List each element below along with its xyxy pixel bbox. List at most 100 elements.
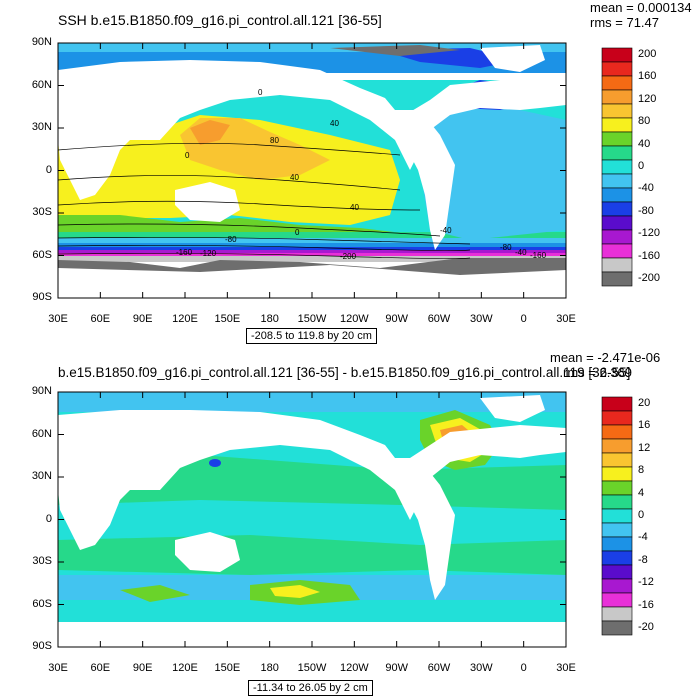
panel1-colorbar-label: 160 xyxy=(638,70,657,83)
panel2-colorbar-swatch xyxy=(601,424,633,440)
panel2-colorbar-swatch xyxy=(601,438,633,454)
panel1-colorbar-swatch xyxy=(601,257,633,273)
panel1-colorbar-swatch xyxy=(601,117,633,133)
panel1-contour-label: 40 xyxy=(350,203,359,212)
panel2-lon-tick: 0 xyxy=(520,662,527,674)
panel1-colorbar-label: -200 xyxy=(638,272,661,284)
panel1-lon-tick: 30E xyxy=(556,313,576,325)
panel2-colorbar-label: -16 xyxy=(638,598,654,611)
panel2-lon-tick: 90W xyxy=(385,662,408,674)
panel2-colorbar-label: 0 xyxy=(638,509,645,521)
panel1-contour-label: -120 xyxy=(200,249,217,258)
panel1-lat-tick: 30N xyxy=(31,121,52,133)
panel2-colorbar-label: -20 xyxy=(638,621,654,633)
panel1-lon-tick: 120W xyxy=(339,313,369,325)
panel1-colorbar-swatch xyxy=(601,243,633,259)
panel1-colorbar-label: 120 xyxy=(638,92,657,105)
panel1-rms: rms = 71.47 xyxy=(590,15,660,30)
panel2-colorbar-swatch xyxy=(601,494,633,510)
panel2-lat-tick: 30N xyxy=(31,470,52,482)
panel1-map xyxy=(58,43,566,298)
panel1-colorbar-swatch xyxy=(601,173,633,189)
panel2-mean: mean = -2.471e-06 xyxy=(550,350,661,365)
panel2-map xyxy=(58,392,566,647)
panel1-contour-label: 40 xyxy=(330,119,339,128)
panel2-lon-tick: 120E xyxy=(172,662,198,674)
panel2-colorbar-swatch xyxy=(601,550,633,566)
panel1-contour-label: 80 xyxy=(270,136,279,145)
panel2-lon-tick: 150E xyxy=(214,662,241,674)
panel1-contour-label: -80 xyxy=(225,235,237,244)
panel2-colorbar-swatch xyxy=(601,564,633,580)
panel1-colorbar-swatch xyxy=(601,187,633,203)
panel2-lon-tick: 30E xyxy=(48,662,68,674)
panel2-colorbar-label: 12 xyxy=(638,441,651,454)
panel1-lon-tick: 150E xyxy=(214,313,241,325)
panel1-lon-tick: 0 xyxy=(520,313,527,325)
panel2-colorbar-swatch xyxy=(601,480,633,496)
panel2-rms: rms = 2.369 xyxy=(563,365,633,380)
panel2-colorbar-swatch xyxy=(601,522,633,538)
panel1-colorbar-swatch xyxy=(601,271,633,287)
panel2-lon-tick: 30W xyxy=(470,662,493,674)
panel1-colorbar-swatch xyxy=(601,229,633,245)
panel1-lat-tick: 90N xyxy=(31,36,52,48)
panel2-lon-tick: 180 xyxy=(260,662,279,674)
panel2-lat-tick: 0 xyxy=(45,512,52,525)
panel1-colorbar-swatch xyxy=(601,159,633,175)
panel2-colorbar-label: 16 xyxy=(638,419,651,432)
panel1-colorbar-label: 80 xyxy=(638,115,651,128)
panel1-lon-tick: 120E xyxy=(172,313,198,325)
panel2-colorbar-swatch xyxy=(601,578,633,594)
panel2-colorbar-label: -4 xyxy=(638,531,648,544)
panel1-lon-tick: 30E xyxy=(48,313,68,325)
panel1-colorbar-label: 200 xyxy=(638,48,657,60)
panel2-lon-tick: 150W xyxy=(297,662,327,674)
panel1-colorbar-swatch xyxy=(601,75,633,91)
panel1-colorbar-swatch xyxy=(601,89,633,105)
panel2-colorbar-label: 4 xyxy=(638,486,645,499)
panel1-contour-label: 0 xyxy=(185,151,190,160)
panel2-colorbar-label: 20 xyxy=(638,397,651,409)
panel2-colorbar-swatch xyxy=(601,592,633,608)
panel1-colorbar-label: 40 xyxy=(638,137,651,150)
panel1-contour-label: 0 xyxy=(258,88,263,97)
panel2-colorbar-swatch xyxy=(601,536,633,552)
panel2-colorbar-swatch xyxy=(601,508,633,524)
panel2-colorbar xyxy=(601,396,633,636)
panel2-lon-tick: 120W xyxy=(339,662,369,674)
panel1-contour-label: -200 xyxy=(340,252,357,261)
panel1-lon-tick: 30W xyxy=(470,313,493,325)
panel1-lon-tick: 90E xyxy=(132,313,153,325)
panel1-contour-label: -40 xyxy=(440,226,452,235)
panel1-colorbar-swatch xyxy=(601,201,633,217)
panel1-range-label: -208.5 to 119.8 by 20 cm xyxy=(246,328,377,344)
panel2-lat-tick: 90N xyxy=(31,385,52,397)
panel1-mean: mean = 0.000134 xyxy=(590,0,692,15)
panel2-colorbar-swatch xyxy=(601,606,633,622)
panel2-colorbar-label: -8 xyxy=(638,553,648,566)
panel1-colorbar-label: -120 xyxy=(638,227,661,240)
panel1-colorbar-swatch xyxy=(601,131,633,147)
panel2-lat-tick: 30S xyxy=(32,555,52,567)
panel1-title: SSH b.e15.B1850.f09_g16.pi_control.all.1… xyxy=(58,12,382,28)
panel1-colorbar-label: -160 xyxy=(638,249,661,262)
panel1-lon-tick: 60W xyxy=(427,313,451,325)
panel2-lat-tick: 60S xyxy=(32,597,52,610)
panel1-colorbar-swatch xyxy=(601,103,633,119)
panel1-lon-tick: 150W xyxy=(297,313,327,325)
panel2-colorbar-swatch xyxy=(601,466,633,482)
panel1-colorbar xyxy=(601,47,633,287)
panel1-colorbar-label: -80 xyxy=(638,204,654,217)
panel1-colorbar-label: -40 xyxy=(638,182,654,195)
panel1-colorbar-swatch xyxy=(601,145,633,161)
panel2-lat-tick: 60N xyxy=(31,427,52,440)
panel1-lon-tick: 90W xyxy=(385,313,408,325)
panel2-lon-tick: 60W xyxy=(427,662,451,674)
panel2-lon-tick: 60E xyxy=(90,662,111,674)
panel2-colorbar-swatch xyxy=(601,620,633,636)
panel1-lat-tick: 30S xyxy=(32,206,52,218)
panel2-colorbar-swatch xyxy=(601,396,633,412)
panel2-title: b.e15.B1850.f09_g16.pi_control.all.121 [… xyxy=(58,365,631,380)
panel1-contour-label: -160 xyxy=(530,251,547,260)
